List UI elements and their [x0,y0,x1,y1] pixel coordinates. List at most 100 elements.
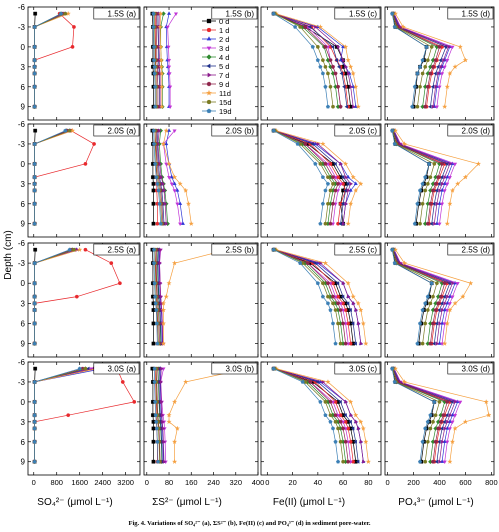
data-point-4 [325,57,331,63]
data-point-10 [32,341,37,346]
data-point-10 [58,11,64,16]
series-line-4 [393,368,446,462]
data-point-9 [425,58,430,62]
data-point-9 [418,221,422,226]
data-point-0 [151,201,156,206]
data-point-7 [430,321,436,326]
series-line-0 [273,130,347,224]
series-line-10 [153,130,162,224]
data-point-10 [67,247,72,252]
data-point-9 [431,420,435,424]
series-line-6 [393,13,450,107]
data-point-7 [438,294,443,299]
data-point-6 [435,341,440,346]
data-point-5 [343,188,347,193]
data-point-6 [346,71,351,76]
data-point-10 [151,247,157,252]
series-line-4 [34,130,67,224]
data-point-3 [167,72,172,76]
x-tick-label: 160 [185,478,198,487]
series-line-8 [276,13,359,107]
data-point-8 [355,103,361,109]
panel-1.5S-b: 1.5S (b) [143,6,259,121]
data-point-8 [171,260,178,266]
series-line-4 [393,249,443,344]
data-point-9 [315,45,320,49]
data-point-8 [449,187,456,193]
data-point-8 [158,44,164,50]
data-point-9 [338,439,343,444]
series-line-7 [392,368,448,462]
series-line-2 [34,130,70,224]
data-point-10 [390,247,395,252]
data-point-7 [433,58,438,62]
data-point-8 [183,187,189,193]
data-point-8 [353,84,359,89]
panel-frame [143,361,259,476]
data-point-3 [173,12,178,16]
data-point-7 [438,420,443,424]
data-point-3 [455,282,460,286]
panel-label-box [93,7,140,20]
data-point-6 [341,281,346,286]
data-point-10 [153,104,158,109]
series-line-10 [391,13,427,107]
data-point-7 [433,308,438,312]
data-point-9 [423,188,428,193]
data-point-5 [342,84,346,89]
data-point-3 [167,59,172,63]
data-point-8 [163,127,169,133]
data-point-4 [422,221,428,227]
series-line-3 [34,249,76,344]
data-point-10 [336,459,341,464]
series-line-7 [274,249,346,344]
data-point-10 [152,379,157,384]
data-point-8 [452,64,458,70]
data-point-3 [166,45,171,50]
data-point-10 [418,321,423,326]
data-point-8 [452,425,458,431]
series-line-10 [273,130,329,224]
data-point-4 [430,439,436,445]
data-point-7 [323,162,328,166]
data-point-8 [320,141,326,147]
x-axis-label-b: ΣS²⁻ (μmol L⁻¹) [152,497,222,508]
data-point-6 [349,181,354,186]
data-point-0 [33,11,38,16]
data-point-6 [438,321,442,326]
series-line-2 [34,13,66,107]
data-point-8 [442,103,448,109]
series-line-4 [273,130,336,224]
data-point-5 [435,64,440,69]
panel-label-box [447,362,494,375]
data-point-8 [483,399,489,405]
panel-label-box [334,124,381,137]
data-point-6 [440,308,445,313]
panel-label-box [93,243,140,256]
y-axis-label: Depth (cm) [3,230,14,279]
panel-label-box [447,7,494,20]
panel-frame [27,6,141,121]
data-point-5 [355,459,360,464]
series-line-10 [34,368,80,462]
data-point-8 [447,70,453,76]
y-tick-label: 0 [21,398,26,407]
data-point-10 [418,459,423,464]
data-point-10 [295,141,300,146]
series-line-10 [154,368,159,462]
data-point-10 [432,399,437,404]
data-point-10 [271,11,276,16]
panel-label-box [334,362,381,375]
series-line-1 [392,13,443,107]
data-point-5 [429,221,433,226]
data-point-10 [390,11,395,16]
series-line-3 [34,130,69,224]
data-point-10 [423,301,428,306]
data-point-7 [341,426,346,431]
data-point-7 [423,104,428,109]
data-point-7 [441,413,446,417]
data-point-0 [151,221,156,226]
data-point-5 [334,58,338,63]
series-line-6 [157,130,167,224]
data-point-8 [158,57,164,63]
